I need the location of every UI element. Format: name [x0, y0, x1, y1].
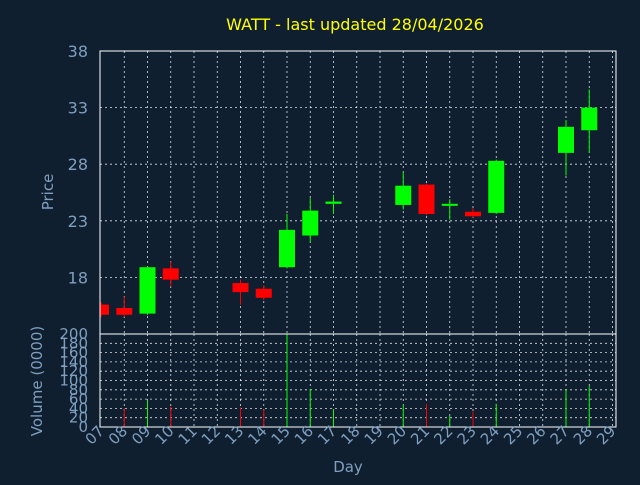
price-y-tick-label: 38 — [68, 42, 88, 61]
candle-body — [325, 201, 342, 204]
price-candles — [100, 89, 598, 318]
candle-body — [255, 288, 272, 298]
volume-y-tick-label: 160 — [59, 344, 88, 362]
candle-body — [116, 307, 133, 315]
x-tick-labels: 0708091011121314151617181920212223242526… — [82, 422, 620, 448]
price-y-tick-label: 33 — [68, 99, 88, 118]
volume-axis-label: Volume (0000) — [28, 326, 46, 436]
candle-body — [488, 160, 505, 213]
volume-y-tick-label: 200 — [59, 325, 88, 343]
price-axis-label: Price — [39, 174, 57, 211]
candle-body — [232, 283, 249, 293]
candle-body — [581, 107, 598, 131]
volume-y-tick-label: 180 — [59, 334, 88, 352]
price-y-tick-label: 18 — [68, 268, 88, 287]
volume-y-tick-label: 40 — [69, 399, 88, 417]
candle-body — [279, 229, 295, 268]
candle-body — [395, 185, 412, 205]
price-y-tick-label: 28 — [68, 155, 88, 174]
candle-body — [162, 268, 179, 280]
volume-plot-frame — [99, 333, 617, 428]
candle-body — [139, 267, 156, 314]
volume-y-tick-label: 140 — [59, 353, 88, 371]
volume-y-tick-label: 120 — [59, 362, 88, 380]
volume-bars — [123, 334, 590, 427]
volume-y-tick-label: 100 — [59, 372, 88, 390]
price-y-tick-labels: 18 23 28 33 38 — [68, 42, 88, 287]
price-y-tick-label: 23 — [68, 212, 88, 231]
volume-y-tick-label: 0 — [78, 418, 88, 436]
chart-title: WATT - last updated 28/04/2026 — [226, 15, 484, 34]
volume-y-tick-label: 60 — [69, 390, 88, 408]
x-axis-label: Day — [333, 458, 363, 476]
candle-body — [100, 304, 109, 315]
volume-y-tick-label: 20 — [69, 409, 88, 427]
candle-body — [465, 211, 481, 217]
volume-y-tick-label: 80 — [69, 381, 88, 399]
candle-body — [558, 126, 574, 153]
candle-body — [418, 184, 435, 215]
candle-body — [302, 210, 319, 236]
candle-body — [441, 203, 458, 206]
